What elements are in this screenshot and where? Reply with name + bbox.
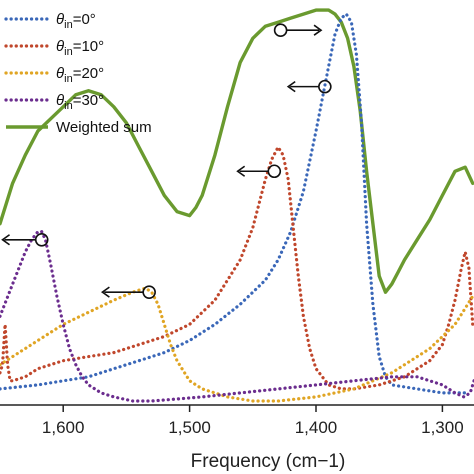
shift-arrow-head [101,286,110,298]
legend-label-theta-30: θin=30° [56,92,104,112]
shift-arrow-head [236,165,246,177]
x-axis-label: Frequency (cm−1) [191,451,346,472]
x-tick-label: 1,400 [295,418,338,437]
series-line-in-10 [0,145,474,391]
shift-arrow-1 [286,79,332,94]
shift-arrow-circle [34,232,49,247]
legend-label-theta-0: θin=0° [56,11,96,31]
shift-arrow-3 [236,164,282,179]
series-line-in-30 [0,230,474,403]
legend-entry-theta-0: θin=0° [4,11,96,31]
x-ticks: 1,600 1,500 1,400 1,300 [42,405,464,437]
x-tick-label: 1,300 [421,418,464,437]
legend-entry-theta-30: θin=30° [4,92,104,112]
legend-label-theta-20: θin=20° [56,65,104,85]
shift-arrow-5 [1,232,49,247]
legend-entry-theta-20: θin=20° [4,65,104,85]
shift-arrow-circle [267,164,282,179]
x-axis: 1,600 1,500 1,400 1,300 Frequency (cm−1) [0,404,474,472]
shift-arrow-head [313,24,323,36]
shift-arrow-head [286,80,296,93]
series-line-in-20 [0,286,474,403]
legend-entry-weighted-sum: Weighted sum [6,119,152,136]
shift-arrow-head [1,234,10,246]
shift-arrow-circle [142,285,156,299]
plot-area [0,8,474,403]
x-tick-label: 1,500 [168,418,211,437]
shift-arrow-circle [318,79,332,94]
legend-label-weighted-sum: Weighted sum [56,119,152,136]
x-tick-label: 1,600 [42,418,85,437]
shift-arrow-4 [101,285,156,299]
shift-arrow-circle [273,23,288,38]
annotation-arrows [1,23,332,299]
series-line-in-0 [0,12,470,395]
legend-label-theta-10: θin=10° [56,38,104,58]
series-line-weighted-sum [0,8,474,294]
legend-entry-theta-10: θin=10° [4,38,104,58]
shift-arrow-2 [273,23,323,38]
legend: θin=0° θin=10° θin=20° θin=30° Weighted … [4,11,152,136]
